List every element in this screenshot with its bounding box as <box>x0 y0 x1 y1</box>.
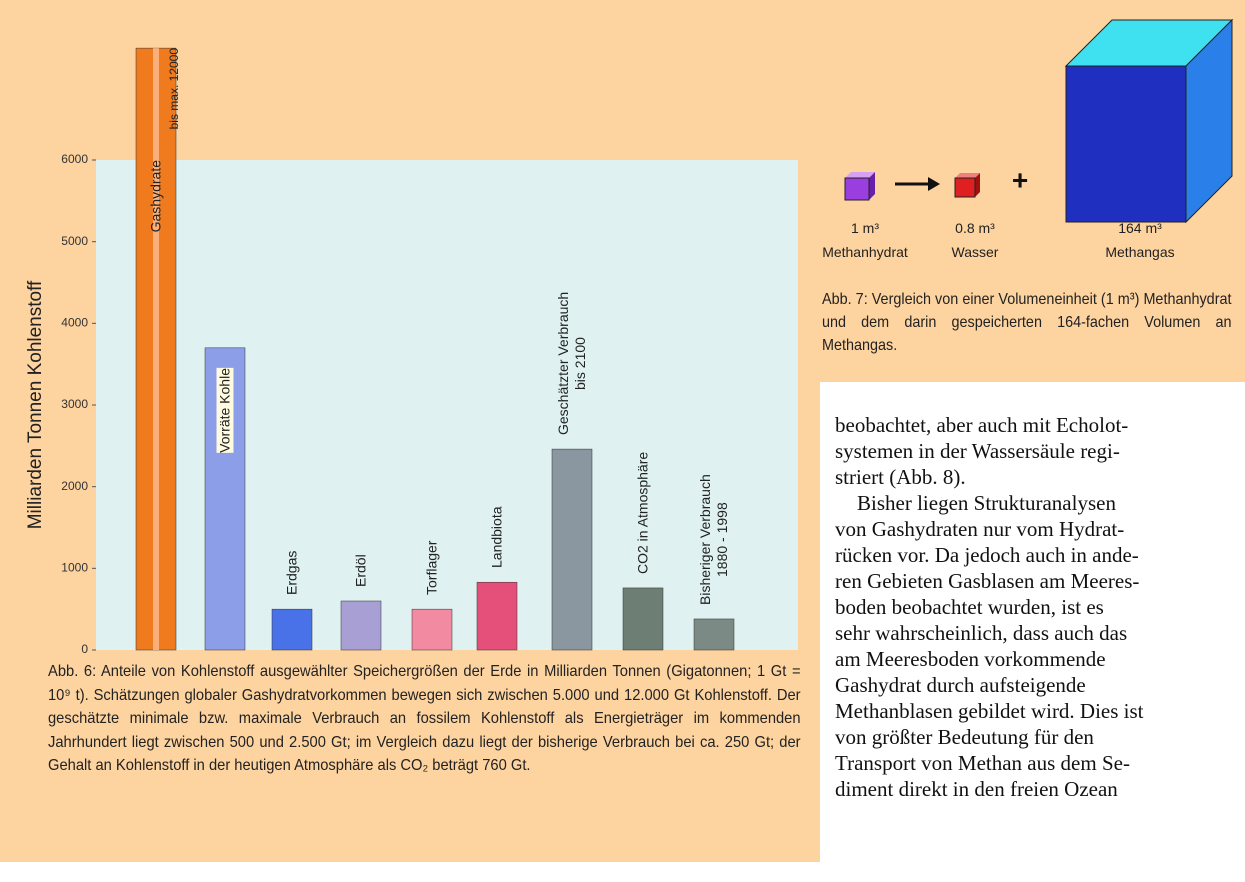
y-axis-label: Milliarden Tonnen Kohlenstoff <box>25 280 46 529</box>
y-tick-label: 6000 <box>61 152 88 166</box>
text-line: Bisher liegen Strukturanalysen <box>835 490 1245 516</box>
text-line: von größter Bedeutung für den <box>835 724 1245 750</box>
category-label: Gashydrate <box>148 160 165 232</box>
item-name: Wasser <box>915 244 1035 260</box>
category-label: Erdgas <box>284 551 301 595</box>
category-label: Vorräte Kohle <box>217 368 234 453</box>
volume-label: 1 m³ <box>805 220 925 236</box>
text-line: Transport von Methan aus dem Se- <box>835 750 1245 776</box>
text-line: ren Gebieten Gasblasen am Meeres- <box>835 568 1245 594</box>
bar <box>694 619 734 650</box>
text-line: beobachtet, aber auch mit Echolot- <box>835 412 1245 438</box>
category-label: Erdöl <box>353 554 370 587</box>
text-line: von Gashydraten nur vom Hydrat- <box>835 516 1245 542</box>
text-line: Gashydrat durch aufsteigende <box>835 672 1245 698</box>
caption-7: Abb. 7: Vergleich von einer Volumeneinhe… <box>822 288 1232 357</box>
category-label: Torflager <box>424 541 441 595</box>
category-label: Bisheriger Verbrauch 1880 - 1998 <box>697 474 731 605</box>
annotation: bis max. 12000 <box>166 48 183 129</box>
y-tick-label: 5000 <box>61 234 88 248</box>
volume-label: 164 m³ <box>1080 220 1200 236</box>
y-tick-label: 2000 <box>61 479 88 493</box>
caption: Abb. 6: Anteile von Kohlenstoff ausgewäh… <box>48 660 801 778</box>
y-tick-label: 4000 <box>61 316 88 330</box>
y-tick-label: 0 <box>81 642 88 656</box>
page: Milliarden Tonnen Kohlenstoff 0 1000 2000 3… <box>0 0 1245 882</box>
text-line: Methanblasen gebildet wird. Dies ist <box>835 698 1245 724</box>
bar <box>552 449 592 650</box>
text-line: rücken vor. Da jedoch auch in ande- <box>835 542 1245 568</box>
category-label: Landbiota <box>489 507 506 569</box>
text-line: boden beobachtet wurden, ist es <box>835 594 1245 620</box>
text-line: diment direkt in den freien Ozean <box>835 776 1245 802</box>
bar <box>477 582 517 650</box>
text-line: striert (Abb. 8). <box>835 464 1245 490</box>
category-label: Geschätzter Verbrauch bis 2100 <box>555 292 589 435</box>
text-line: am Meeresboden vorkommende <box>835 646 1245 672</box>
y-tick-label: 3000 <box>61 397 88 411</box>
bar <box>623 588 663 650</box>
text-line: systemen in der Wassersäule regi- <box>835 438 1245 464</box>
item-name: Methangas <box>1080 244 1200 260</box>
bar <box>341 601 381 650</box>
y-tick-label: 1000 <box>61 561 88 575</box>
category-label: CO2 in Atmosphäre <box>635 452 652 574</box>
text-line: sehr wahrscheinlich, dass auch das <box>835 620 1245 646</box>
bar <box>272 609 312 650</box>
volume-label: 0.8 m³ <box>915 220 1035 236</box>
figure-7: + <box>820 0 1245 230</box>
paragraph: beobachtet, aber auch mit Echolot-system… <box>835 412 1245 490</box>
plot-area <box>96 160 798 650</box>
bar <box>412 609 452 650</box>
svg-text:+: + <box>1012 164 1028 195</box>
item-name: Methanhydrat <box>805 244 925 260</box>
body-text: beobachtet, aber auch mit Echolot-system… <box>835 412 1245 802</box>
